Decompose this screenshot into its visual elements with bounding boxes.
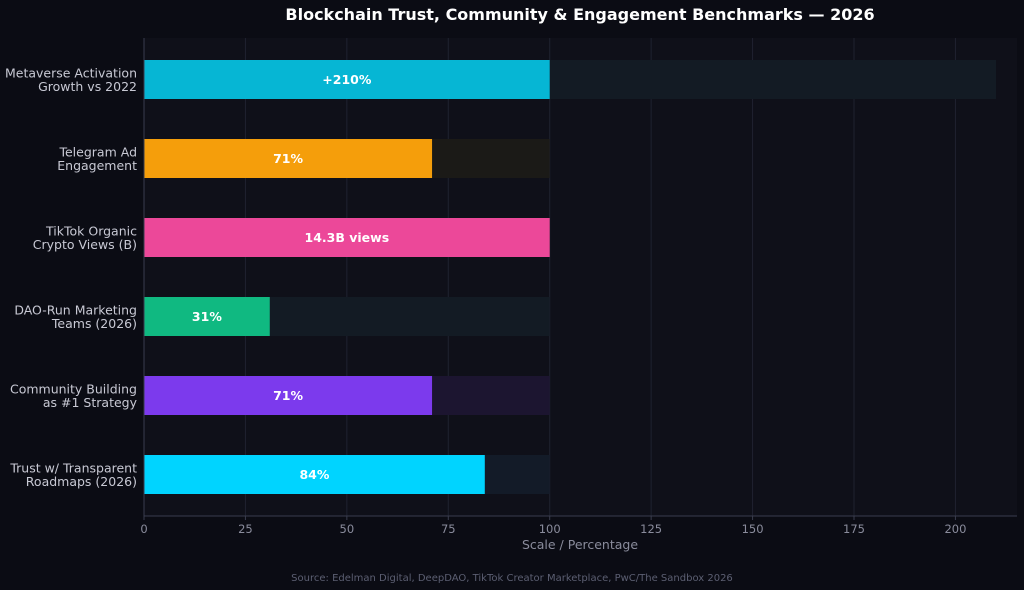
bar-value-label: 71% xyxy=(273,151,303,166)
category-label: Community Building as #1 Strategy xyxy=(10,381,138,410)
x-tick-label: 100 xyxy=(539,522,561,536)
bar-value-label: 84% xyxy=(299,467,329,482)
plot-area xyxy=(144,38,1017,516)
bar xyxy=(144,218,550,257)
gridlines xyxy=(244,38,956,516)
x-tick-label: 150 xyxy=(742,522,764,536)
bar xyxy=(144,297,270,336)
category-label: TikTok Organic Crypto Views (B) xyxy=(33,223,137,252)
category-label: Telegram Ad Engagement xyxy=(57,144,137,173)
bar-value-label: 71% xyxy=(273,388,303,403)
bar xyxy=(144,60,550,99)
bar-value-label: 31% xyxy=(192,309,222,324)
bar xyxy=(144,139,433,178)
category-label: DAO-Run Marketing Teams (2026) xyxy=(14,302,137,331)
bar xyxy=(144,376,433,415)
bar xyxy=(144,455,485,494)
x-tick-label: 25 xyxy=(238,522,253,536)
bar-value-label: 14.3B views xyxy=(305,230,390,245)
category-label: Trust w/ Transparent Roadmaps (2026) xyxy=(9,460,137,489)
x-tick-label: 200 xyxy=(944,522,966,536)
x-tick-label: 75 xyxy=(441,522,456,536)
x-tick-label: 125 xyxy=(640,522,662,536)
x-axis-label: Scale / Percentage xyxy=(522,537,638,552)
category-label: Metaverse Activation Growth vs 2022 xyxy=(5,65,137,94)
bar-value-labels: +210% 71% 14.3B views 31% 71% 84% xyxy=(192,72,389,482)
bars xyxy=(144,60,550,494)
category-labels: Metaverse Activation Growth vs 2022 Telegr… xyxy=(5,65,138,489)
x-tick-label: 175 xyxy=(843,522,865,536)
x-tick-label: 50 xyxy=(340,522,355,536)
x-axis: 0 25 50 75 100 125 150 175 200 xyxy=(140,38,1017,536)
bar-value-label: +210% xyxy=(322,72,372,87)
x-tick-label: 0 xyxy=(140,522,147,536)
chart-title: Blockchain Trust, Community & Engagement… xyxy=(285,5,874,24)
source-note: Source: Edelman Digital, DeepDAO, TikTok… xyxy=(291,573,733,584)
